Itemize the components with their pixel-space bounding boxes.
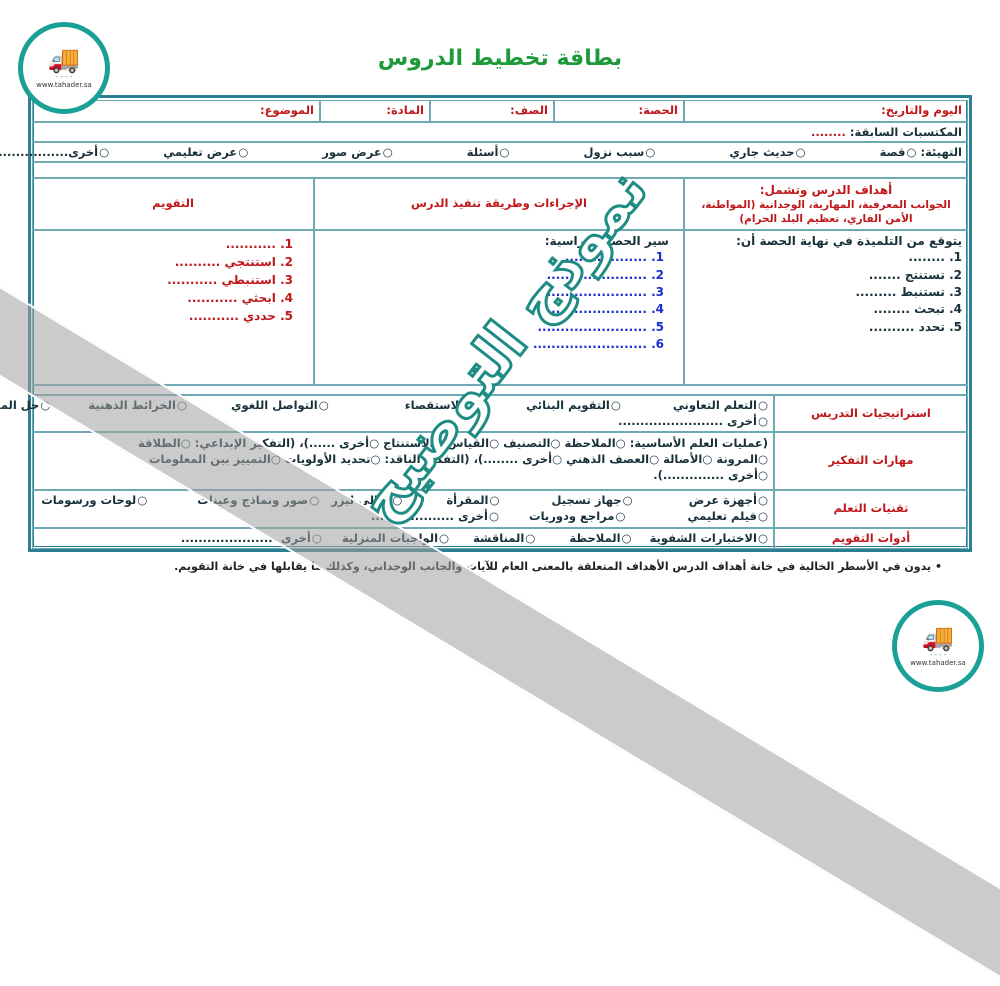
date-field[interactable]: اليوم والتاريخ: (684, 100, 968, 122)
strategy-option[interactable]: التواصل اللغوي (231, 398, 329, 414)
evaluation-item[interactable]: 2. استنتجي .......... (174, 255, 293, 269)
tools-option[interactable]: المناقشة (473, 531, 535, 547)
tech-option[interactable]: التالي ليزر (331, 493, 402, 509)
thinking-line[interactable]: ○المرونة ○الأصالة ○العصف الذهني ○أخرى ..… (148, 452, 768, 467)
tech-option[interactable]: صور ونماذج وعينات (197, 493, 319, 509)
period-field[interactable]: الحصة: (554, 100, 684, 122)
intro-label: التهيئة: (920, 145, 962, 159)
evaluation-item[interactable]: 3. استنبطي ........... (167, 273, 293, 287)
subject-field[interactable]: المادة: (320, 100, 430, 122)
procedures-header: الإجراءات وطريقة تنفيذ الدرس (314, 178, 684, 230)
tech-label: تقنيات التعلم (774, 490, 968, 528)
procedure-item[interactable]: 4. ....................... (542, 302, 664, 317)
thinking-line[interactable]: (عمليات العلم الأساسية: ○الملاحظة ○التصن… (138, 436, 768, 450)
evaluation-item[interactable]: 5. حددي ........... (188, 309, 293, 323)
evaluation-item[interactable]: 4. ابحثي ........... (187, 291, 293, 305)
tech-option[interactable]: المقرأة (446, 493, 499, 509)
goals-cell: يتوقع من التلميذة في نهاية الحصة أن: 1. … (684, 230, 968, 385)
goals-subtitle: الجوانب المعرفية، المهارية، الوجدانية (ا… (701, 198, 951, 226)
intro-option[interactable]: سبب نزول (583, 145, 655, 161)
evaluation-header: التقويم (32, 178, 314, 230)
topic-field[interactable]: الموضوع: (32, 100, 320, 122)
strategy-option[interactable]: التعلم التعاوني (673, 398, 768, 414)
intro-row: التهيئة: قصة حديث جاري سبب نزول أسئلة عر… (0, 142, 968, 162)
goal-item[interactable]: 2. تستنتج ....... (868, 267, 962, 282)
tools-option[interactable]: الملاحظة (569, 531, 631, 547)
truck-icon: 🚚 (921, 623, 955, 653)
tools-option[interactable]: الواجبات المنزلية (342, 531, 449, 547)
logo-bottom: 🚚 - - - - www.tahader.sa (892, 600, 984, 692)
prior-value[interactable]: ........ (810, 125, 846, 139)
thinking-line[interactable]: ○أخرى ..............). (653, 468, 768, 483)
strategy-option[interactable]: الاستقصاء (405, 398, 474, 414)
tech-option[interactable]: أخرى ................... (371, 509, 499, 525)
bullet-icon: • (931, 560, 942, 573)
tools-option[interactable]: الاختبارات الشفوية (650, 531, 768, 547)
tools-label: أدوات التقويم (774, 528, 968, 549)
procedures-cell: سير الحصة الدراسية: 1. .................… (314, 230, 684, 385)
goals-title: أهداف الدرس وتشمل: (759, 182, 893, 197)
logo-dash: - - - - (929, 651, 947, 659)
strategy-option[interactable]: التقويم البنائي (526, 398, 621, 414)
tech-option[interactable]: لوحات ورسومات (41, 493, 147, 509)
intro-option[interactable]: قصة (880, 145, 917, 161)
tools-cell: الاختبارات الشفوية الملاحظة المناقشة الو… (32, 528, 774, 549)
evaluation-item[interactable]: 1. ........... (225, 237, 293, 251)
prior-knowledge-row: المكتسبات السابقة: ........ (32, 122, 968, 142)
tech-option[interactable]: مراجع ودوريات (529, 509, 625, 525)
strategy-option[interactable]: حل المشكلات (0, 398, 50, 414)
thinking-label: مهارات التفكير (774, 432, 968, 490)
class-field[interactable]: الصف: (430, 100, 554, 122)
tools-option[interactable]: أخرى ...................... (181, 531, 322, 547)
tech-option[interactable]: أجهزة عرض (689, 493, 768, 509)
goal-item[interactable]: 4. تبحث ........ (873, 302, 963, 317)
procedure-item[interactable]: 1. .................. (564, 250, 664, 265)
empty-row (32, 162, 968, 178)
goals-intro: يتوقع من التلميذة في نهاية الحصة أن: (736, 234, 962, 248)
intro-option[interactable]: أسئلة (467, 145, 510, 161)
logo-top: 🚚 - - - - www.tahader.sa (18, 22, 110, 114)
procedure-item[interactable]: 5. ........................ (537, 319, 664, 334)
strategies-label: استراتيجيات التدريس (774, 395, 968, 432)
evaluation-cell: 1. ........... 2. استنتجي .......... 3. … (32, 230, 314, 385)
strategies-cell: التعلم التعاوني التقويم البنائي الاستقصا… (0, 395, 774, 432)
page-title: بطاقة تخطيط الدروس (377, 46, 623, 71)
footnote-text: يدون في الأسطر الخالية في خانة أهداف الد… (174, 560, 932, 573)
goal-item[interactable]: 1. ........ (908, 250, 962, 265)
prior-label: المكتسبات السابقة: (849, 125, 962, 139)
strategy-option[interactable]: الخرائط الذهنية (88, 398, 187, 414)
intro-option[interactable]: أخرى.................... (0, 145, 109, 161)
thinking-cell: (عمليات العلم الأساسية: ○الملاحظة ○التصن… (32, 432, 774, 490)
logo-url: www.tahader.sa (910, 659, 966, 667)
goal-item[interactable]: 3. تستنبط ......... (855, 284, 962, 299)
goals-header: أهداف الدرس وتشمل: الجوانب المعرفية، الم… (684, 178, 968, 230)
procedure-item[interactable]: 2. ...................... (546, 267, 664, 282)
procedure-item[interactable]: 3. ...................... (546, 284, 664, 299)
procedures-intro: سير الحصة الدراسية: (544, 234, 669, 248)
logo-dash: - - - - (55, 73, 73, 81)
logo-url: www.tahader.sa (36, 81, 92, 89)
tech-cell: أجهزة عرض جهاز تسجيل المقرأة التالي ليزر… (32, 490, 774, 528)
truck-icon: 🚚 (47, 45, 81, 75)
tech-option[interactable]: جهاز تسجيل (552, 493, 633, 509)
strategy-option[interactable]: أخرى ........................ (618, 414, 768, 430)
intro-option[interactable]: حديث جاري (729, 145, 805, 161)
goal-item[interactable]: 5. تحدد .......... (868, 319, 962, 334)
spacer-row (32, 385, 968, 395)
footnote: • يدون في الأسطر الخالية في خانة أهداف ا… (174, 560, 942, 573)
procedure-item[interactable]: 6. ......................... (532, 337, 664, 352)
tech-option[interactable]: فيلم تعليمي (687, 509, 768, 525)
intro-option[interactable]: عرض تعليمي (163, 145, 248, 161)
intro-option[interactable]: عرض صور (322, 145, 392, 161)
